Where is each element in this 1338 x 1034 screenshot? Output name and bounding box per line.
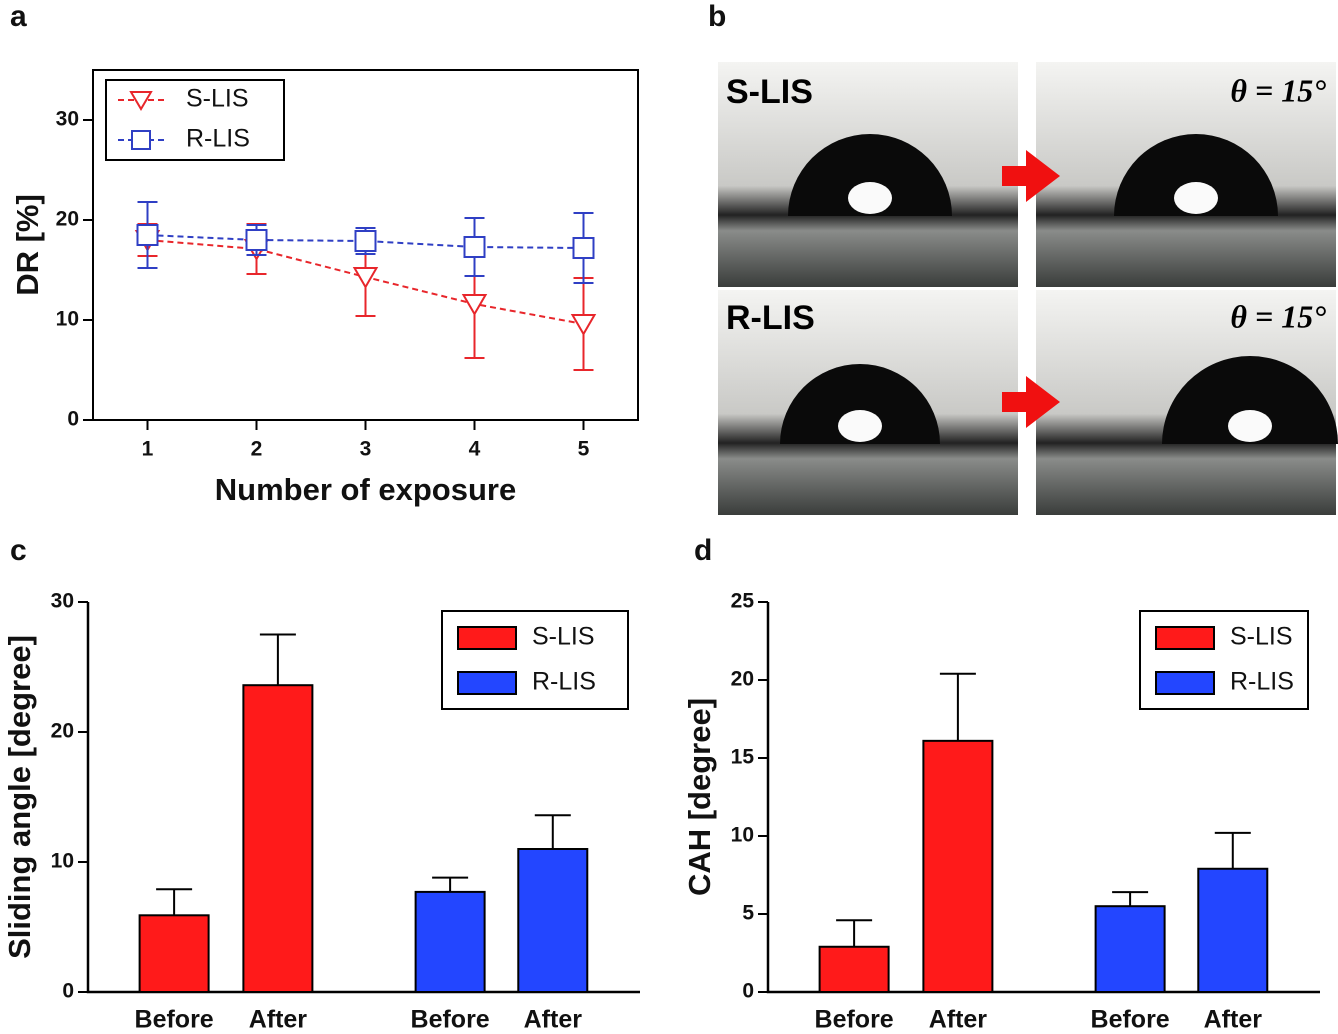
legend-swatch [457, 626, 517, 650]
error-bar [432, 876, 469, 892]
bar [138, 914, 210, 993]
legend-marker [129, 91, 153, 111]
legend-label: R-LIS [186, 125, 250, 153]
error-bar [939, 672, 976, 741]
x-tick-label: After [249, 1006, 308, 1034]
legend-swatch [1155, 671, 1215, 695]
y-tick-label: 5 [742, 902, 754, 925]
legend-label: S-LIS [532, 623, 595, 651]
y-tick-label: 25 [731, 590, 755, 613]
y-tick-label: 20 [51, 720, 74, 743]
y-tick-label: 0 [742, 980, 754, 1003]
x-tick-label: After [524, 1006, 583, 1034]
bar [818, 945, 890, 994]
panel-label: c [10, 534, 27, 567]
marker [352, 267, 379, 289]
panel-label: a [10, 0, 27, 33]
y-tick-label: 20 [56, 208, 79, 231]
marker [136, 224, 159, 246]
chart: c Sliding angle [degree] 0 10 20 30 Before Afte… [2, 534, 640, 1034]
x-tick-label: After [1204, 1006, 1263, 1034]
droplet-highlight [1228, 410, 1272, 442]
marker [461, 294, 488, 316]
x-tick-label: 3 [360, 438, 372, 461]
legend-marker [131, 130, 151, 150]
panel-label: b [708, 0, 726, 33]
panel-label: d [694, 534, 712, 567]
marker [354, 230, 377, 252]
chart: d CAH [degree] 0 5 10 15 20 25 Before After Before… [682, 534, 1320, 1034]
y-tick-label: 10 [56, 308, 79, 331]
error-bar [1214, 831, 1251, 869]
arrow [1002, 376, 1060, 428]
y-tick-label: 20 [731, 668, 754, 691]
y-tick-label: 15 [731, 746, 755, 769]
error-bar [259, 633, 296, 686]
bar [242, 684, 314, 993]
x-tick-label: 4 [469, 438, 481, 461]
x-tick-label: After [929, 1006, 988, 1034]
x-tick-label: Before [135, 1006, 214, 1034]
y-tick-label: 30 [56, 108, 79, 131]
photo-panel: b S-LIS θ = 15° R-LIS θ = 15° [708, 0, 1338, 515]
error-bar [1112, 891, 1149, 907]
marker [463, 236, 486, 258]
surface-label: S-LIS [726, 73, 813, 111]
legend-label: R-LIS [1230, 668, 1294, 696]
angle-label: θ = 15° [1230, 72, 1326, 108]
y-tick-label: 0 [62, 980, 74, 1003]
y-axis-title: Sliding angle [degree] [2, 635, 37, 959]
bar [1197, 867, 1269, 994]
droplet-highlight [848, 182, 892, 214]
y-tick-label: 10 [731, 824, 754, 847]
y-axis-title: CAH [degree] [682, 698, 717, 896]
x-tick-label: Before [1091, 1006, 1170, 1034]
y-axis-title: DR [%] [10, 194, 45, 296]
angle-label: θ = 15° [1230, 298, 1326, 334]
x-tick-label: Before [411, 1006, 490, 1034]
x-axis-title: Number of exposure [215, 472, 516, 507]
surface-label: R-LIS [726, 299, 815, 337]
droplet [780, 364, 940, 444]
bar [414, 890, 486, 994]
chart: a DR [%] 0 10 20 30 1 2 3 4 5 Number of exposure S-L… [10, 0, 639, 507]
droplet-highlight [1174, 182, 1218, 214]
droplet [1162, 356, 1338, 444]
bar [517, 848, 589, 993]
legend-label: S-LIS [186, 85, 249, 113]
droplet [1114, 134, 1278, 216]
x-tick-label: Before [815, 1006, 894, 1034]
marker [572, 237, 595, 259]
series-line [147, 234, 584, 249]
legend-label: R-LIS [532, 668, 596, 696]
droplet-highlight [838, 410, 882, 442]
error-bar [534, 814, 571, 849]
legend-swatch [1155, 626, 1215, 650]
droplet [788, 134, 952, 216]
arrow [1002, 150, 1060, 202]
error-bar [836, 919, 873, 947]
y-tick-label: 10 [51, 850, 74, 873]
y-tick-label: 30 [51, 590, 74, 613]
bar [922, 739, 994, 994]
marker [245, 229, 268, 251]
legend-label: S-LIS [1230, 623, 1293, 651]
bar [1094, 905, 1166, 994]
x-tick-label: 2 [251, 438, 263, 461]
legend-swatch [457, 671, 517, 695]
marker [570, 314, 597, 336]
y-tick-label: 0 [67, 408, 79, 431]
error-bar [156, 888, 193, 916]
x-tick-label: 5 [578, 438, 590, 461]
x-tick-label: 1 [142, 438, 154, 461]
